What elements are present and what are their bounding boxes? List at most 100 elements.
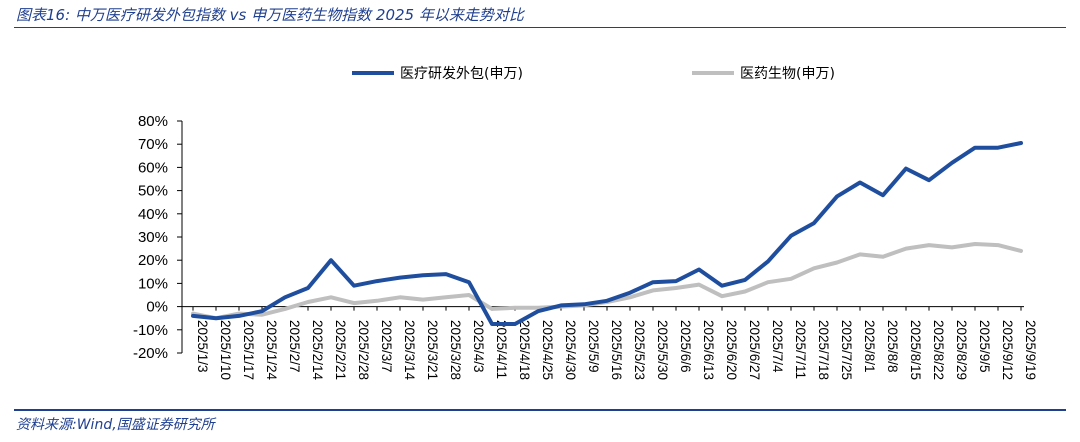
x-tick-label: 2025/4/25 xyxy=(540,320,555,380)
data-point-series-1 xyxy=(238,315,240,317)
data-point-series-1 xyxy=(997,147,999,149)
data-point-series-1 xyxy=(330,259,332,261)
data-point-series-2 xyxy=(192,313,194,315)
data-point-series-2 xyxy=(813,267,815,269)
data-point-series-1 xyxy=(882,194,884,196)
data-point-series-2 xyxy=(307,301,309,303)
x-tick-label: 2025/7/11 xyxy=(793,320,808,379)
data-point-series-1 xyxy=(974,147,976,149)
x-tick-label: 2025/7/18 xyxy=(816,320,831,380)
data-point-series-1 xyxy=(606,300,608,302)
data-point-series-1 xyxy=(560,304,562,306)
x-tick-label: 2025/1/17 xyxy=(241,320,256,380)
data-point-series-1 xyxy=(376,280,378,282)
data-point-series-2 xyxy=(905,248,907,250)
x-tick-label: 2025/6/6 xyxy=(678,320,693,373)
title-divider xyxy=(14,27,1066,28)
x-tick-label: 2025/1/3 xyxy=(195,320,210,373)
data-point-series-2 xyxy=(399,296,401,298)
data-point-series-2 xyxy=(537,307,539,309)
data-point-series-1 xyxy=(284,296,286,298)
x-tick-label: 2025/8/29 xyxy=(954,320,969,380)
x-tick-label: 2025/5/23 xyxy=(632,320,647,380)
data-point-series-2 xyxy=(330,296,332,298)
data-point-series-2 xyxy=(744,291,746,293)
x-tick-label: 2025/2/14 xyxy=(310,320,325,381)
data-point-series-2 xyxy=(997,244,999,246)
x-tick-label: 2025/4/11 xyxy=(494,320,509,379)
x-tick-label: 2025/4/18 xyxy=(517,320,532,380)
data-point-series-2 xyxy=(836,262,838,264)
x-tick-label: 2025/6/27 xyxy=(747,320,762,380)
y-tick-label: -20% xyxy=(133,345,168,362)
x-tick-label: 2025/7/25 xyxy=(839,320,854,380)
x-tick-label: 2025/9/5 xyxy=(977,320,992,373)
y-tick-label: -10% xyxy=(133,322,168,339)
data-point-series-1 xyxy=(1020,142,1022,144)
x-tick-label: 2025/5/30 xyxy=(655,320,670,380)
y-tick-label: 40% xyxy=(138,206,168,223)
data-point-series-1 xyxy=(721,285,723,287)
x-tick-label: 2025/1/10 xyxy=(218,320,233,380)
source-note: 资料来源:Wind,国盛证券研究所 xyxy=(16,417,215,433)
data-point-series-2 xyxy=(514,307,516,309)
data-point-series-2 xyxy=(882,256,884,258)
data-point-series-1 xyxy=(767,260,769,262)
y-tick-label: 70% xyxy=(138,136,168,153)
data-point-series-2 xyxy=(767,281,769,283)
data-point-series-2 xyxy=(1020,250,1022,252)
series-line-1 xyxy=(191,141,1023,326)
y-tick-label: 20% xyxy=(138,252,168,269)
data-point-series-1 xyxy=(514,323,516,325)
x-tick-label: 2025/2/28 xyxy=(356,320,371,380)
data-point-series-2 xyxy=(284,308,286,310)
data-point-series-1 xyxy=(813,222,815,224)
x-tick-label: 2025/4/30 xyxy=(563,320,578,380)
data-point-series-1 xyxy=(905,168,907,170)
y-tick-label: 0% xyxy=(146,299,168,316)
x-tick-label: 2025/9/12 xyxy=(1000,320,1015,380)
x-tick-label: 2025/7/4 xyxy=(770,320,785,373)
y-tick-label: 60% xyxy=(138,159,168,176)
data-point-series-2 xyxy=(353,302,355,304)
data-point-series-2 xyxy=(951,246,953,248)
legend-label-series-1: 医疗研发外包(申万) xyxy=(400,66,523,82)
x-tick-label: 2025/4/3 xyxy=(471,320,486,373)
chart-title: 图表16: 中万医疗研发外包指数 vs 申万医药生物指数 2025 年以来走势对… xyxy=(16,6,524,24)
x-tick-label: 2025/5/9 xyxy=(586,320,601,373)
x-tick-label: 2025/2/7 xyxy=(287,320,302,373)
y-tick-label: 10% xyxy=(138,275,168,292)
x-tick-label: 2025/6/13 xyxy=(701,320,716,380)
data-point-series-2 xyxy=(491,308,493,310)
data-point-series-2 xyxy=(721,295,723,297)
data-point-series-1 xyxy=(537,310,539,312)
x-tick-label: 2025/9/19 xyxy=(1023,320,1038,380)
data-point-series-1 xyxy=(675,280,677,282)
legend: 医疗研发外包(申万) 医药生物(申万) xyxy=(352,66,835,82)
data-point-series-1 xyxy=(652,281,654,283)
y-tick-label: 80% xyxy=(138,113,168,130)
data-point-series-1 xyxy=(583,303,585,305)
y-axis: -20% -10% 0% 10% 20% 30% 40% 50% 60% 70% 80% xyxy=(133,113,183,362)
data-point-series-1 xyxy=(859,181,861,183)
data-point-series-2 xyxy=(974,243,976,245)
data-point-series-1 xyxy=(744,279,746,281)
data-point-series-2 xyxy=(928,244,930,246)
data-point-series-1 xyxy=(261,310,263,312)
data-point-series-2 xyxy=(376,300,378,302)
data-point-series-1 xyxy=(698,268,700,270)
data-point-series-1 xyxy=(951,162,953,164)
data-point-series-2 xyxy=(445,296,447,298)
data-point-series-1 xyxy=(629,292,631,294)
x-tick-label: 2025/8/15 xyxy=(908,320,923,380)
x-axis: 2025/1/3 2025/1/10 2025/1/17 2025/1/24 2025/… xyxy=(182,306,1038,381)
data-point-series-1 xyxy=(399,277,401,279)
x-tick-label: 2025/1/24 xyxy=(264,320,279,381)
data-point-series-2 xyxy=(859,253,861,255)
x-tick-label: 2025/3/14 xyxy=(402,320,417,381)
data-point-series-1 xyxy=(928,179,930,181)
data-point-series-2 xyxy=(261,314,263,316)
data-point-series-1 xyxy=(215,317,217,319)
x-tick-label: 2025/6/20 xyxy=(724,320,739,380)
